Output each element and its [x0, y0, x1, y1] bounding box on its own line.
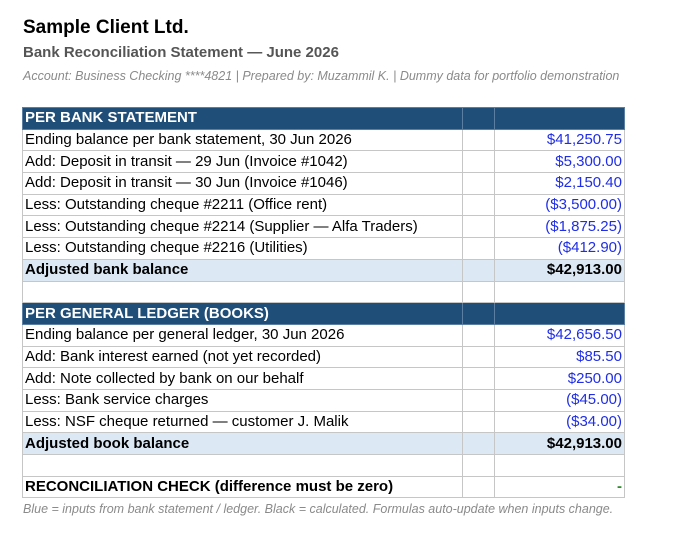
- table-row: Less: Bank service charges ($45.00): [22, 388, 625, 412]
- cell[interactable]: [22, 454, 463, 477]
- row-label[interactable]: Ending balance per bank statement, 30 Ju…: [22, 128, 463, 152]
- table-row: Add: Deposit in transit — 30 Jun (Invoic…: [22, 172, 625, 195]
- cell[interactable]: [462, 150, 495, 174]
- account-meta: Account: Business Checking ****4821 | Pr…: [23, 69, 620, 83]
- row-label[interactable]: Add: Bank interest earned (not yet recor…: [22, 345, 463, 369]
- ledger-section-title[interactable]: PER GENERAL LEDGER (BOOKS): [22, 302, 463, 325]
- row-amount[interactable]: ($412.90): [494, 237, 625, 260]
- cell[interactable]: [462, 367, 495, 390]
- cell[interactable]: [462, 172, 495, 195]
- table-row: Ending balance per bank statement, 30 Ju…: [22, 128, 625, 152]
- table-row: Ending balance per general ledger, 30 Ju…: [22, 323, 625, 347]
- table-row: Less: NSF cheque returned — customer J. …: [22, 410, 625, 434]
- row-label[interactable]: Less: NSF cheque returned — customer J. …: [22, 410, 463, 434]
- reconciliation-check-row: RECONCILIATION CHECK (difference must be…: [22, 475, 625, 499]
- table-row: Less: Outstanding cheque #2216 (Utilitie…: [22, 237, 625, 260]
- cell[interactable]: [462, 302, 495, 325]
- row-amount[interactable]: $5,300.00: [494, 150, 625, 174]
- statement-title: Bank Reconciliation Statement — June 202…: [23, 44, 339, 61]
- cell[interactable]: [494, 107, 625, 130]
- cell[interactable]: [462, 410, 495, 434]
- row-label[interactable]: Add: Note collected by bank on our behal…: [22, 367, 463, 390]
- reconciliation-check-label[interactable]: RECONCILIATION CHECK (difference must be…: [22, 475, 463, 499]
- cell[interactable]: [462, 323, 495, 347]
- cell[interactable]: [462, 215, 495, 239]
- row-label[interactable]: Less: Bank service charges: [22, 388, 463, 412]
- row-label[interactable]: Add: Deposit in transit — 29 Jun (Invoic…: [22, 150, 463, 174]
- row-amount[interactable]: $42,656.50: [494, 323, 625, 347]
- reconciliation-check-value[interactable]: -: [494, 475, 625, 499]
- table-row: Add: Bank interest earned (not yet recor…: [22, 345, 625, 369]
- cell[interactable]: [494, 302, 625, 325]
- row-amount[interactable]: ($34.00): [494, 410, 625, 434]
- table-row: Add: Note collected by bank on our behal…: [22, 367, 625, 390]
- adjusted-bank-balance-row: Adjusted bank balance $42,913.00: [22, 258, 625, 282]
- cell[interactable]: [462, 193, 495, 217]
- row-label[interactable]: Ending balance per general ledger, 30 Ju…: [22, 323, 463, 347]
- row-label[interactable]: Less: Outstanding cheque #2214 (Supplier…: [22, 215, 463, 239]
- table-row: Less: Outstanding cheque #2211 (Office r…: [22, 193, 625, 217]
- bank-section-title[interactable]: PER BANK STATEMENT: [22, 107, 463, 130]
- cell[interactable]: [462, 432, 495, 455]
- bank-section-header: PER BANK STATEMENT: [22, 107, 625, 130]
- table-row: Add: Deposit in transit — 29 Jun (Invoic…: [22, 150, 625, 174]
- cell[interactable]: [494, 280, 625, 304]
- cell[interactable]: [462, 258, 495, 282]
- cell[interactable]: [462, 237, 495, 260]
- row-amount[interactable]: $2,150.40: [494, 172, 625, 195]
- legend-note: Blue = inputs from bank statement / ledg…: [23, 502, 614, 516]
- row-label[interactable]: Add: Deposit in transit — 30 Jun (Invoic…: [22, 172, 463, 195]
- table-row: Less: Outstanding cheque #2214 (Supplier…: [22, 215, 625, 239]
- cell[interactable]: [462, 280, 495, 304]
- row-amount[interactable]: ($3,500.00): [494, 193, 625, 217]
- cell[interactable]: [462, 107, 495, 130]
- row-amount[interactable]: $250.00: [494, 367, 625, 390]
- adjusted-book-balance-label[interactable]: Adjusted book balance: [22, 432, 463, 455]
- spacer-row: [22, 280, 625, 304]
- row-amount[interactable]: $41,250.75: [494, 128, 625, 152]
- spacer-row: [22, 454, 625, 477]
- ledger-section-header: PER GENERAL LEDGER (BOOKS): [22, 302, 625, 325]
- row-label[interactable]: Less: Outstanding cheque #2216 (Utilitie…: [22, 237, 463, 260]
- row-label[interactable]: Less: Outstanding cheque #2211 (Office r…: [22, 193, 463, 217]
- row-amount[interactable]: ($45.00): [494, 388, 625, 412]
- company-name: Sample Client Ltd.: [23, 17, 189, 38]
- adjusted-bank-balance-label[interactable]: Adjusted bank balance: [22, 258, 463, 282]
- adjusted-book-balance-amount[interactable]: $42,913.00: [494, 432, 625, 455]
- reconciliation-table: PER BANK STATEMENT Ending balance per ba…: [22, 107, 625, 499]
- row-amount[interactable]: $85.50: [494, 345, 625, 369]
- adjusted-book-balance-row: Adjusted book balance $42,913.00: [22, 432, 625, 455]
- row-amount[interactable]: ($1,875.25): [494, 215, 625, 239]
- cell[interactable]: [22, 280, 463, 304]
- cell[interactable]: [462, 345, 495, 369]
- cell[interactable]: [462, 128, 495, 152]
- cell[interactable]: [462, 388, 495, 412]
- cell[interactable]: [462, 475, 495, 499]
- cell[interactable]: [462, 454, 495, 477]
- adjusted-bank-balance-amount[interactable]: $42,913.00: [494, 258, 625, 282]
- cell[interactable]: [494, 454, 625, 477]
